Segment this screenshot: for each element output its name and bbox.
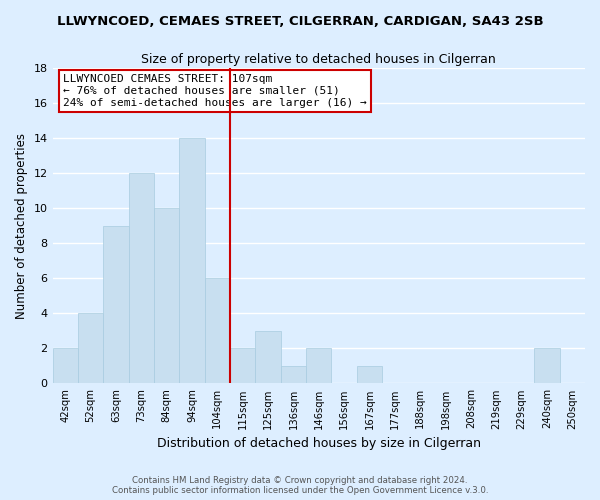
Bar bbox=[281, 366, 306, 384]
Bar bbox=[179, 138, 205, 384]
Bar bbox=[205, 278, 230, 384]
Bar bbox=[230, 348, 256, 384]
Y-axis label: Number of detached properties: Number of detached properties bbox=[15, 132, 28, 318]
Bar bbox=[78, 314, 103, 384]
Text: LLWYNCOED CEMAES STREET: 107sqm
← 76% of detached houses are smaller (51)
24% of: LLWYNCOED CEMAES STREET: 107sqm ← 76% of… bbox=[63, 74, 367, 108]
Bar bbox=[154, 208, 179, 384]
Bar bbox=[306, 348, 331, 384]
Bar bbox=[357, 366, 382, 384]
Bar bbox=[534, 348, 560, 384]
Bar bbox=[53, 348, 78, 384]
Text: LLWYNCOED, CEMAES STREET, CILGERRAN, CARDIGAN, SA43 2SB: LLWYNCOED, CEMAES STREET, CILGERRAN, CAR… bbox=[56, 15, 544, 28]
Bar bbox=[128, 173, 154, 384]
Bar bbox=[103, 226, 128, 384]
X-axis label: Distribution of detached houses by size in Cilgerran: Distribution of detached houses by size … bbox=[157, 437, 481, 450]
Bar bbox=[256, 331, 281, 384]
Text: Contains HM Land Registry data © Crown copyright and database right 2024.
Contai: Contains HM Land Registry data © Crown c… bbox=[112, 476, 488, 495]
Title: Size of property relative to detached houses in Cilgerran: Size of property relative to detached ho… bbox=[142, 52, 496, 66]
